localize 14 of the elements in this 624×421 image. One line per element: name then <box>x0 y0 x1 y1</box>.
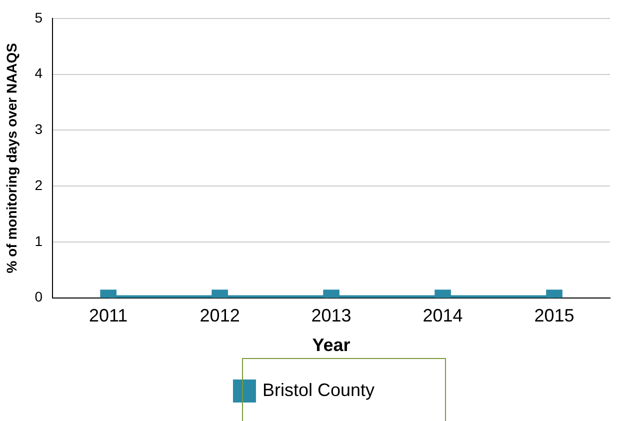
legend-label: Bristol County <box>262 380 375 400</box>
y-tick-label: 0 <box>34 288 43 305</box>
x-tick-label: 2015 <box>534 306 574 326</box>
x-tick-label: 2014 <box>422 306 463 326</box>
x-axis-title: Year <box>312 335 350 356</box>
x-tick-label: 2012 <box>200 306 240 326</box>
y-tick-label: 5 <box>34 9 43 26</box>
y-axis-title: % of monitoring days over NAAQS <box>3 42 20 274</box>
x-tick-label: 2013 <box>311 306 352 326</box>
y-tick-label: 4 <box>34 65 43 82</box>
x-tick-label: 2011 <box>88 306 128 326</box>
y-tick-label: 3 <box>34 121 43 138</box>
y-tick-label: 2 <box>34 176 43 193</box>
y-tick-label: 1 <box>34 232 43 249</box>
